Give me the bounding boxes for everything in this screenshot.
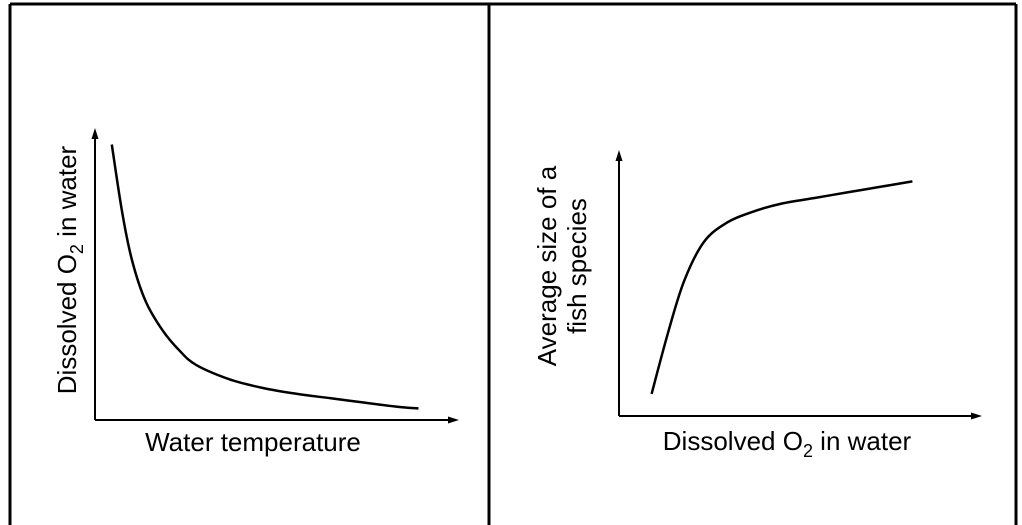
left-y-axis-arrowhead xyxy=(91,128,99,139)
right-y-axis-label-line1: Average size of a xyxy=(532,165,562,366)
right-series-line xyxy=(650,180,913,395)
left-y-axis-label: Dissolved O2 in water xyxy=(52,145,87,394)
right-x-axis-arrowhead xyxy=(971,412,982,420)
left-y-label-suffix: in water xyxy=(52,145,82,244)
right-x-label-prefix: Dissolved O xyxy=(663,426,803,456)
right-x-label-subscript: 2 xyxy=(803,441,813,461)
left-y-label-prefix: Dissolved O xyxy=(52,254,82,394)
left-x-axis-arrowhead xyxy=(448,416,459,424)
right-y-axis-label-line2: fish species xyxy=(562,198,592,334)
left-x-axis-label: Water temperature xyxy=(145,427,361,457)
right-x-axis-label: Dissolved O2 in water xyxy=(663,426,912,461)
right-x-label-suffix: in water xyxy=(813,426,912,456)
chart-right: Dissolved O2 in water Average size of a … xyxy=(532,150,982,461)
right-y-axis-arrowhead xyxy=(615,150,623,161)
chart-left: Water temperature Dissolved O2 in water xyxy=(52,128,459,457)
left-y-label-subscript: 2 xyxy=(67,244,87,254)
left-series-line xyxy=(110,144,419,410)
